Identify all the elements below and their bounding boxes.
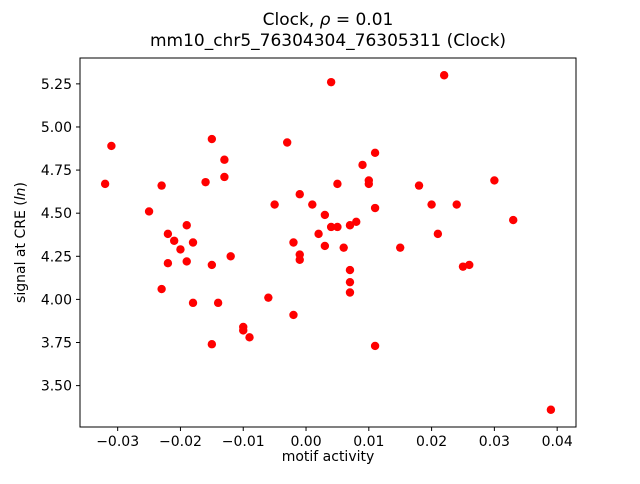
scatter-point <box>546 405 556 414</box>
scatter-point <box>295 190 304 199</box>
x-axis-ticks: −0.03 −0.02 −0.01 0.00 0.01 0.02 0.03 0.04 <box>96 427 573 450</box>
chart-title-line1: Clock, ρ = 0.01 <box>263 10 394 30</box>
x-tick-label: 0.00 <box>290 434 321 450</box>
scatter-point <box>157 284 166 294</box>
title-text-part: Clock, <box>263 10 320 30</box>
scatter-point <box>509 215 518 225</box>
scatter-point <box>239 326 248 335</box>
scatter-point <box>314 229 323 239</box>
scatter-point <box>176 245 185 254</box>
scatter-point <box>452 200 461 209</box>
scatter-point <box>163 258 173 268</box>
x-axis-label: motif activity <box>282 449 375 465</box>
y-tick-label: 4.25 <box>41 249 72 265</box>
scatter-point <box>345 221 355 230</box>
scatter-point <box>289 310 298 320</box>
scatter-point <box>100 179 110 189</box>
scatter-point <box>345 265 355 275</box>
scatter-point <box>345 288 355 297</box>
x-tick-label: 0.01 <box>353 434 384 450</box>
scatter-point <box>326 77 336 87</box>
scatter-point <box>427 200 436 209</box>
scatter-point <box>264 293 273 302</box>
scatter-point <box>207 340 217 349</box>
y-tick-label: 4.00 <box>41 292 72 308</box>
x-tick-label: 0.02 <box>416 434 447 450</box>
plot-area <box>80 58 576 427</box>
scatter-point <box>364 179 374 189</box>
scatter-point <box>320 241 330 251</box>
y-axis-label: signal at CRE (ln) <box>13 182 29 303</box>
scatter-points <box>100 71 556 414</box>
scatter-point <box>188 298 198 308</box>
scatter-point <box>295 255 304 264</box>
scatter-point <box>207 260 217 270</box>
scatter-point <box>207 134 217 144</box>
x-tick-label: 0.04 <box>542 434 573 450</box>
scatter-point <box>396 243 405 252</box>
x-tick-label: −0.02 <box>159 434 202 450</box>
scatter-point <box>414 181 424 190</box>
scatter-point <box>282 138 292 147</box>
scatter-point <box>182 221 191 230</box>
y-tick-label: 4.75 <box>41 163 72 179</box>
y-tick-label: 3.75 <box>41 336 72 352</box>
y-axis-ticks: 3.50 3.75 4.00 4.25 4.50 4.75 5.00 5.25 <box>41 77 80 395</box>
scatter-point <box>169 236 179 245</box>
title-text-part: = 0.01 <box>330 10 393 30</box>
scatter-point <box>245 333 254 342</box>
scatter-point <box>339 243 348 252</box>
chart-title-line2: mm10_chr5_76304304_76305311 (Clock) <box>150 31 506 51</box>
scatter-point <box>226 252 235 261</box>
y-tick-label: 3.50 <box>41 379 72 395</box>
scatter-point <box>144 207 154 216</box>
y-tick-label: 4.50 <box>41 206 72 222</box>
scatter-point <box>439 71 449 80</box>
scatter-point <box>213 298 223 308</box>
scatter-point <box>308 200 317 209</box>
axes-spines <box>79 57 577 428</box>
scatter-point <box>157 181 166 190</box>
scatter-point <box>220 155 229 164</box>
scatter-point <box>370 341 380 351</box>
scatter-point <box>465 260 474 270</box>
scatter-point <box>163 229 173 239</box>
scatter-point <box>270 200 279 209</box>
scatter-point <box>370 148 380 158</box>
x-tick-label: −0.03 <box>96 434 139 450</box>
scatter-point <box>289 238 298 247</box>
scatter-point <box>182 257 191 266</box>
scatter-point <box>490 176 499 185</box>
scatter-point <box>370 203 380 213</box>
scatter-point <box>326 222 336 232</box>
scatter-point <box>358 160 367 170</box>
scatter-point <box>345 277 355 287</box>
scatter-point <box>433 229 443 239</box>
scatter-point <box>201 177 210 187</box>
scatter-point <box>188 238 198 247</box>
y-tick-label: 5.25 <box>41 77 72 93</box>
scatter-point <box>320 210 330 220</box>
scatter-point <box>220 172 229 182</box>
scatter-point <box>333 222 342 232</box>
y-label-part: ) <box>13 182 29 187</box>
scatter-point <box>107 141 116 151</box>
y-label-ln-symbol: ln <box>13 188 29 201</box>
x-tick-label: −0.01 <box>222 434 265 450</box>
y-label-part: signal at CRE ( <box>13 200 29 303</box>
title-rho-symbol: ρ <box>320 10 331 30</box>
x-tick-label: 0.03 <box>479 434 510 450</box>
scatter-point <box>333 179 342 189</box>
scatter-point <box>352 217 361 227</box>
y-tick-label: 5.00 <box>41 120 72 136</box>
